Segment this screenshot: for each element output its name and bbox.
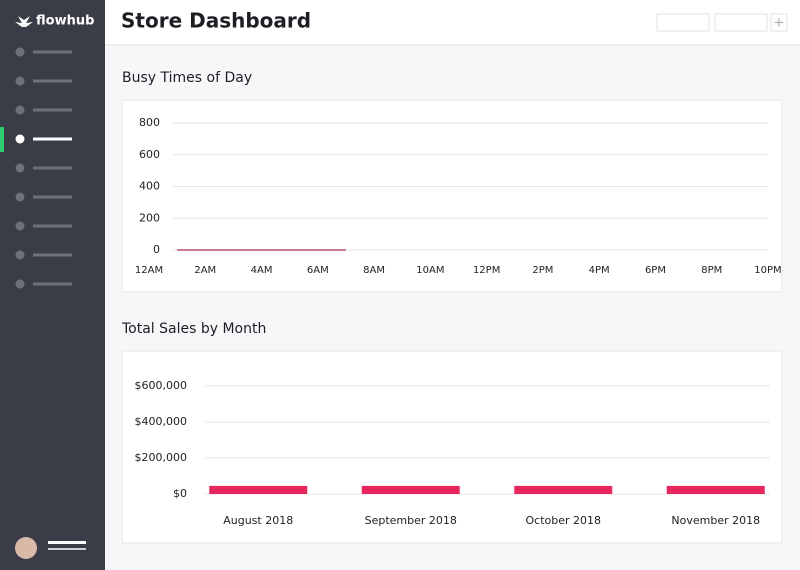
y-tick-label: 0 (153, 243, 160, 256)
nav-label (33, 50, 72, 54)
avatar[interactable] (15, 537, 37, 559)
x-tick-label: 8AM (363, 265, 385, 276)
x-tick-label: October 2018 (525, 514, 601, 527)
x-tick-label: 6PM (645, 265, 666, 276)
x-tick-label: 6AM (307, 265, 329, 276)
user-line (48, 548, 86, 550)
nav (0, 47, 72, 289)
nav-icon[interactable] (15, 221, 25, 231)
x-tick-label: 12AM (135, 265, 163, 276)
logo: flowhub (36, 14, 94, 29)
nav-label (33, 224, 72, 228)
bar (666, 485, 765, 494)
nav-icon[interactable] (15, 105, 25, 115)
nav-label (33, 253, 72, 257)
nav-icon[interactable] (15, 279, 25, 289)
bar (209, 485, 308, 494)
page-title: Store Dashboard (121, 9, 311, 33)
nav-icon[interactable] (15, 134, 25, 144)
x-tick-label: 4PM (589, 265, 610, 276)
nav-icon[interactable] (15, 250, 25, 260)
nav-label (33, 108, 72, 112)
nav-label (33, 282, 72, 286)
nav-label (33, 195, 72, 199)
nav-label (33, 166, 72, 170)
nav-label (33, 137, 72, 141)
x-tick-label: 10PM (754, 265, 781, 276)
date-button[interactable] (656, 13, 710, 32)
add-icon: + (774, 16, 785, 31)
card (121, 350, 783, 544)
y-tick-label: $200,000 (135, 451, 188, 464)
card (121, 99, 783, 293)
nav-icon[interactable] (15, 163, 25, 173)
x-tick-label: 8PM (701, 265, 722, 276)
y-tick-label: 200 (139, 211, 160, 224)
y-tick-label: 400 (139, 180, 160, 193)
x-tick-label: 4AM (251, 265, 273, 276)
user-line (48, 541, 86, 544)
x-tick-label: 10AM (416, 265, 444, 276)
x-tick-label: 2AM (194, 265, 216, 276)
y-tick-label: 800 (139, 116, 160, 129)
chart-title: Total Sales by Month (121, 321, 266, 337)
date-button[interactable] (714, 13, 768, 32)
nav-icon[interactable] (15, 76, 25, 86)
logo-icon (15, 13, 33, 27)
x-tick-label: 12PM (473, 265, 500, 276)
nav-label (33, 79, 72, 83)
y-tick-label: 600 (139, 148, 160, 161)
x-tick-label: September 2018 (365, 514, 457, 527)
x-tick-label: August 2018 (223, 514, 293, 527)
y-tick-label: $400,000 (135, 415, 188, 428)
y-tick-label: $0 (173, 487, 187, 500)
nav-icon[interactable] (15, 47, 25, 57)
bar (361, 485, 460, 494)
x-tick-label: November 2018 (671, 514, 760, 527)
x-tick-label: 2PM (532, 265, 553, 276)
active-indicator (0, 127, 4, 152)
chart-title: Busy Times of Day (122, 70, 252, 86)
bar (514, 485, 613, 494)
y-tick-label: $600,000 (135, 379, 188, 392)
add-button[interactable] (770, 13, 788, 32)
nav-icon[interactable] (15, 192, 25, 202)
